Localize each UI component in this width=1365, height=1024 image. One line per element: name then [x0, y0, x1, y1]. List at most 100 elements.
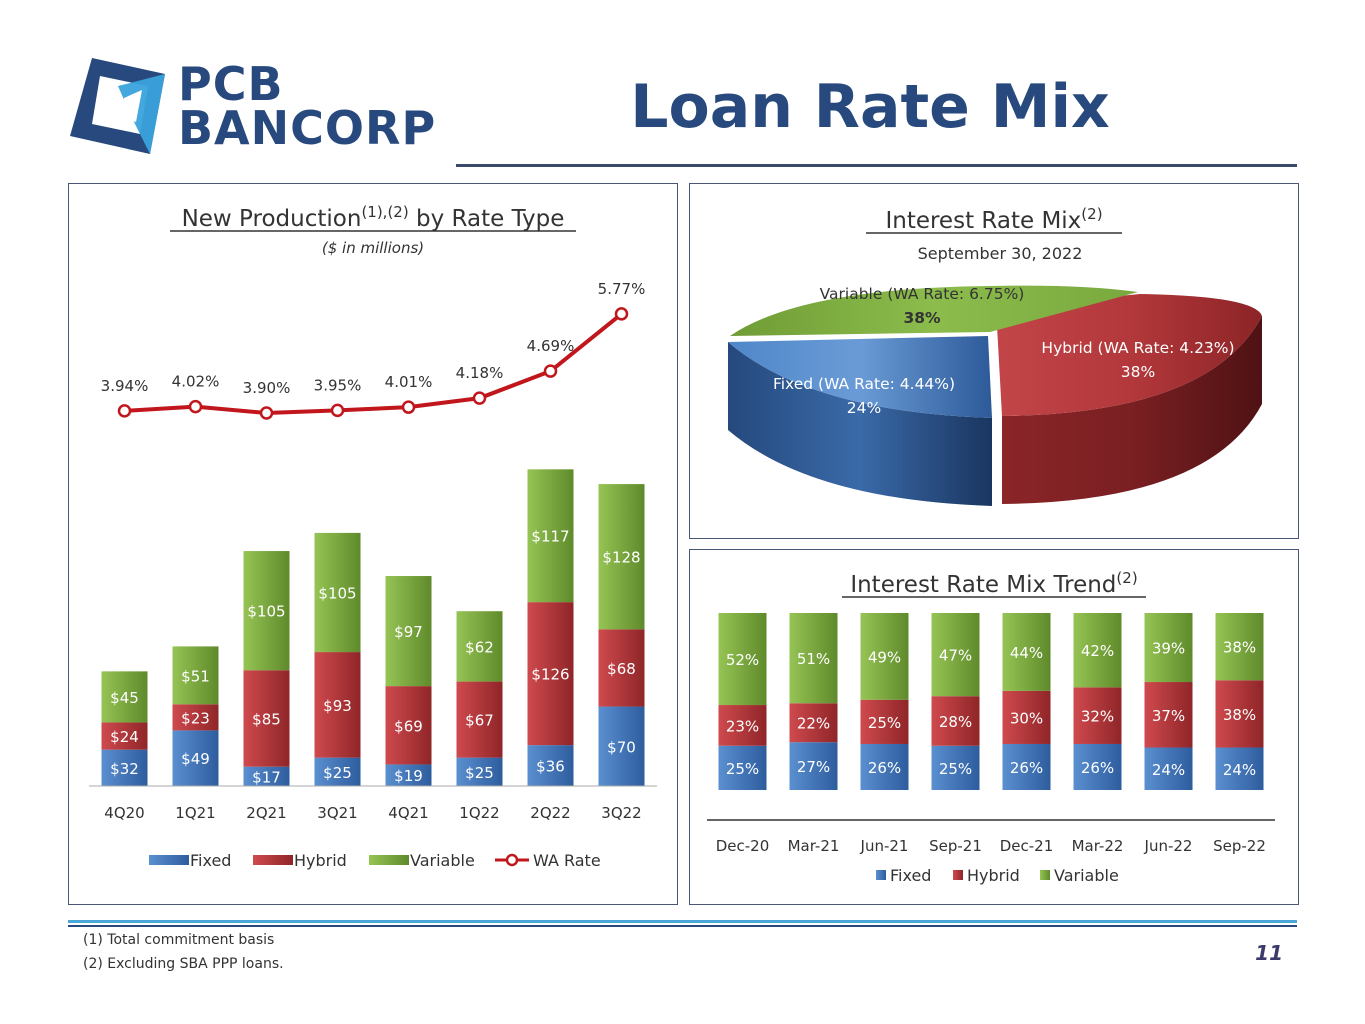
- wa-rate-label: 4.02%: [172, 373, 220, 391]
- variable-data-label: 51%: [797, 650, 830, 668]
- chart-subtitle: September 30, 2022: [918, 244, 1083, 263]
- x-tick-label: Sep-21: [929, 837, 982, 855]
- hybrid-bar: [931, 696, 980, 746]
- fixed-bar: [314, 757, 361, 786]
- hybrid-bar: [243, 670, 290, 767]
- footnote-1: (1) Total commitment basis: [83, 932, 275, 948]
- footnote-2: (2) Excluding SBA PPP loans.: [83, 956, 284, 972]
- hybrid-data-label: 32%: [1081, 708, 1114, 726]
- fixed-bar: [598, 706, 645, 786]
- hybrid-bar: [172, 704, 219, 731]
- variable-data-label: $97: [394, 623, 423, 641]
- wa-rate-label: 3.94%: [101, 377, 149, 395]
- wa-rate-point: [614, 307, 629, 321]
- variable-data-label: $105: [318, 584, 356, 602]
- title-divider: [456, 164, 1297, 167]
- hybrid-bar: [101, 722, 148, 750]
- wa-rate-label: 3.95%: [314, 376, 362, 394]
- variable-bar: [456, 611, 503, 682]
- fixed-data-label: $25: [323, 764, 352, 782]
- variable-bar: [1144, 613, 1193, 683]
- fixed-data-label: 25%: [939, 760, 972, 778]
- fixed-data-label: $19: [394, 767, 423, 785]
- variable-bar: [860, 613, 909, 700]
- variable-bar: [172, 646, 219, 705]
- variable-data-label: 42%: [1081, 642, 1114, 660]
- wa-rate-label: 4.01%: [385, 373, 433, 391]
- hybrid-bar: [456, 681, 503, 758]
- fixed-bar: [456, 757, 503, 786]
- hybrid-slice-name: Hybrid (WA Rate: 4.23%): [1041, 339, 1234, 357]
- variable-bar: [598, 484, 645, 630]
- hybrid-data-label: $24: [110, 728, 139, 746]
- x-tick-label: Jun-22: [1144, 837, 1193, 855]
- variable-data-label: $45: [110, 689, 139, 707]
- fixed-data-label: $25: [465, 764, 494, 782]
- interest-rate-mix-trend-chart: Interest Rate Mix Trend(2) 25% 23% 52% Dec-2…: [707, 569, 1275, 885]
- wa-rate-label: 4.18%: [456, 364, 504, 382]
- x-tick-label: Jun-21: [860, 837, 909, 855]
- legend-label: WA Rate: [533, 851, 601, 870]
- wa-rate-point: [330, 403, 345, 418]
- fixed-data-label: $49: [181, 750, 210, 768]
- variable-bar: [931, 613, 980, 697]
- variable-bar: [1073, 613, 1122, 688]
- wa-rate-point: [401, 400, 416, 414]
- fixed-bar: [789, 742, 838, 790]
- hybrid-bar: [718, 705, 767, 746]
- hybrid-bar: [1144, 682, 1193, 748]
- fixed-data-label: $36: [536, 758, 565, 776]
- chart-subtitle: ($ in millions): [322, 239, 424, 257]
- fixed-data-label: 27%: [797, 758, 830, 776]
- fixed-data-label: 25%: [726, 760, 759, 778]
- hybrid-bar: [1073, 687, 1122, 744]
- variable-bar: [718, 613, 767, 706]
- wa-rate-label: 3.90%: [243, 379, 291, 397]
- fixed-legend-swatch: [149, 855, 189, 865]
- fixed-bar: [1144, 747, 1193, 790]
- legend-label: Hybrid: [967, 866, 1020, 885]
- fixed-bar: [1215, 747, 1264, 790]
- legend-label: Variable: [410, 851, 475, 870]
- variable-bar: [527, 469, 574, 603]
- variable-bar: [314, 532, 361, 653]
- fixed-slice: [728, 336, 992, 418]
- hybrid-bar: [1002, 690, 1051, 744]
- x-tick-label: Dec-21: [1000, 837, 1054, 855]
- fixed-bar: [931, 745, 980, 790]
- wa-rate-point: [117, 404, 132, 418]
- wa-rate-point: [259, 406, 274, 420]
- variable-slice: [730, 285, 1138, 336]
- fixed-bar: [172, 730, 219, 786]
- fixed-data-label: 24%: [1152, 761, 1185, 779]
- variable-slice-value: 38%: [903, 309, 941, 327]
- fixed-data-label: 26%: [1010, 759, 1043, 777]
- hybrid-bar: [385, 686, 432, 765]
- fixed-slice-name: Fixed (WA Rate: 4.44%): [773, 375, 955, 393]
- hybrid-data-label: $68: [607, 660, 636, 678]
- x-tick-label: 3Q22: [601, 804, 641, 822]
- x-tick-label: 2Q21: [246, 804, 286, 822]
- variable-data-label: $117: [531, 528, 569, 546]
- logo-wordmark: PCB BANCORP: [178, 61, 436, 151]
- x-tick-label: 1Q22: [459, 804, 499, 822]
- fixed-data-label: $17: [252, 768, 281, 786]
- variable-bar: [1215, 613, 1264, 681]
- fixed-data-label: 26%: [1081, 759, 1114, 777]
- hybrid-data-label: 22%: [797, 715, 830, 733]
- variable-legend-swatch: [1040, 870, 1050, 880]
- variable-data-label: 52%: [726, 651, 759, 669]
- chart-title: Interest Rate Mix(2): [885, 205, 1102, 234]
- variable-bar: [1002, 613, 1051, 691]
- x-tick-label: Mar-22: [1072, 837, 1124, 855]
- variable-data-label: $128: [602, 549, 640, 567]
- hybrid-data-label: $85: [252, 710, 281, 728]
- fixed-data-label: 26%: [868, 759, 901, 777]
- wa-rate-label: 4.69%: [527, 337, 575, 355]
- x-tick-label: 1Q21: [175, 804, 215, 822]
- variable-data-label: 44%: [1010, 644, 1043, 662]
- interest-rate-mix-trend-panel: Interest Rate Mix Trend(2) 25% 23% 52% Dec-2…: [689, 549, 1299, 905]
- variable-bar: [789, 613, 838, 704]
- wa-rate-legend-marker: [505, 853, 519, 867]
- chart-title: New Production(1),(2) by Rate Type: [182, 203, 565, 232]
